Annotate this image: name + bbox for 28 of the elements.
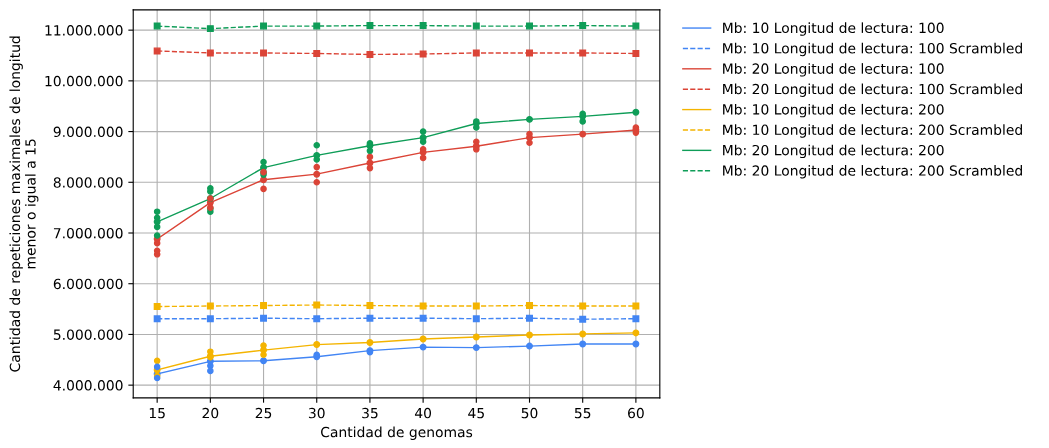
y-tick-label: 4.000.000 [53,380,123,391]
y-tick-label: 6.000.000 [53,278,123,290]
x-tick-label: 50 [521,407,538,419]
y-tick-label: 10.000.000 [45,75,123,87]
x-tick-label: 60 [628,407,644,419]
x-axis-title: Cantidad de genomas [321,426,473,440]
legend-label: Mb: 20 Longitud de lectura: 100 Scrambled [723,83,1022,97]
x-tick-label: 25 [255,407,272,419]
y-tick-label: 8.000.000 [53,177,123,188]
x-tick-label: 35 [362,407,378,419]
y-tick-label: 7.000.000 [53,227,123,239]
y-tick-label: 5.000.000 [53,329,123,340]
x-tick-label: 20 [202,407,219,419]
legend-label: Mb: 10 Longitud de lectura: 100 [723,22,944,36]
x-tick-label: 45 [468,407,484,419]
y-axis-title: Cantidad de repeticiones maximales de longitud menor o igual a 15 [9,36,39,372]
x-tick-label: 40 [414,407,432,419]
legend-label: Mb: 20 Longitud de lectura: 200 [723,144,944,159]
legend-label: Mb: 20 Longitud de lectura: 100 [723,63,944,77]
x-tick-label: 30 [308,407,325,419]
y-tick-label: 9.000.000 [53,126,123,138]
legend-label: Mb: 20 Longitud de lectura: 200 Scrambled [723,165,1022,179]
x-tick-label: 15 [149,407,165,419]
x-tick-label: 55 [574,407,591,419]
y-tick-label: 11.000.000 [45,25,123,36]
legend-label: Mb: 10 Longitud de lectura: 200 Scrambled [723,124,1022,138]
legend-label: Mb: 10 Longitud de lectura: 100 Scrambled [723,42,1022,57]
legend-label: Mb: 10 Longitud de lectura: 200 [723,103,944,118]
